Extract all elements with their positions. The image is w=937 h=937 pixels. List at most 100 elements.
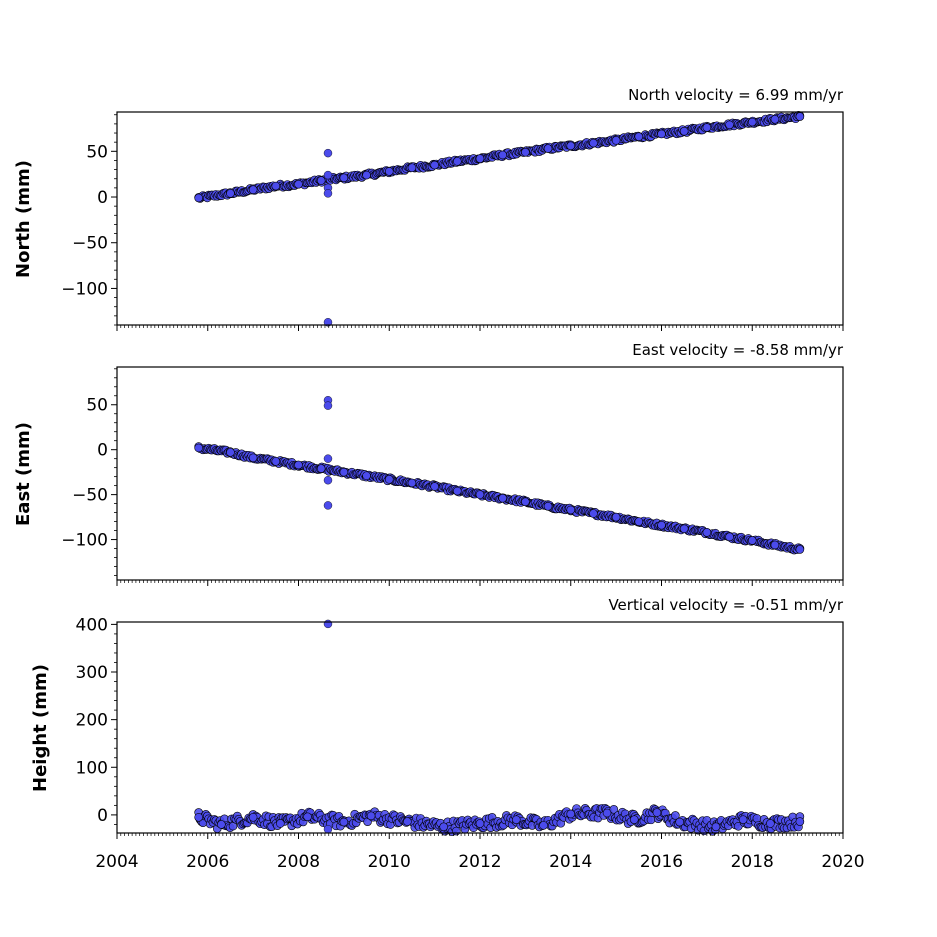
north-panel-title: North velocity = 6.99 mm/yr	[628, 86, 844, 104]
data-point	[362, 471, 371, 481]
outlier-point	[323, 189, 333, 198]
y-tick-label: 300	[76, 663, 108, 683]
data-point	[657, 129, 666, 139]
data-point	[226, 448, 235, 457]
data-point	[589, 509, 598, 518]
east-panel: East velocity = -8.58 mm/yr East (mm) 50…	[13, 341, 844, 586]
y-tick-label: 0	[97, 441, 108, 461]
data-point	[217, 820, 226, 829]
data-point	[566, 505, 576, 515]
data-point	[795, 817, 805, 826]
y-tick-label: 0	[97, 806, 108, 826]
x-tick-label: 2018	[731, 852, 774, 872]
data-point	[747, 536, 757, 545]
data-point	[725, 532, 734, 542]
data-point	[795, 545, 805, 554]
x-tick-label: 2014	[549, 852, 592, 872]
x-tick-label: 2006	[186, 852, 229, 872]
data-point	[566, 141, 576, 151]
y-tick-label: 0	[97, 188, 108, 208]
data-point	[384, 167, 394, 176]
data-point	[675, 817, 684, 827]
data-point	[671, 811, 680, 820]
data-point	[453, 157, 462, 166]
east-plot-area: 50 0 −50 −100	[61, 366, 844, 586]
data-point	[339, 467, 349, 477]
data-point	[521, 147, 530, 157]
data-point	[430, 160, 439, 170]
data-point	[634, 517, 644, 526]
data-point	[702, 528, 712, 537]
data-point	[738, 815, 748, 824]
data-point	[770, 115, 780, 124]
data-point	[634, 132, 644, 141]
outlier-point	[323, 501, 333, 510]
data-point	[316, 176, 326, 185]
outlier-point	[323, 476, 333, 485]
data-point	[652, 808, 662, 817]
outlier-point	[323, 318, 333, 327]
data-point	[566, 809, 576, 819]
data-point	[539, 821, 548, 830]
x-tick-label: 2008	[277, 852, 320, 872]
data-point	[316, 464, 326, 473]
data-point	[611, 512, 621, 522]
y-tick-label: −50	[72, 486, 108, 506]
height-plot-area: 400 300 200 100 0 2004 2006 2008 2010 2012 2014 201…	[76, 615, 865, 872]
data-point	[543, 501, 553, 511]
height-panel: Vertical velocity = -0.51 mm/yr Height (…	[30, 596, 865, 872]
y-tick-label: 50	[86, 396, 108, 416]
data-point	[711, 822, 721, 832]
data-point	[194, 812, 203, 822]
data-point	[194, 193, 203, 203]
data-point	[439, 822, 449, 832]
data-point	[752, 814, 762, 823]
data-point	[611, 136, 621, 145]
data-point	[303, 812, 312, 822]
data-point	[248, 812, 258, 822]
data-point	[679, 524, 689, 534]
data-point	[194, 443, 203, 453]
y-tick-label: 100	[76, 758, 108, 778]
data-point	[276, 819, 285, 828]
data-point	[543, 144, 553, 153]
data-point	[403, 817, 412, 826]
data-point	[384, 475, 394, 484]
data-point	[589, 138, 598, 148]
data-point	[702, 123, 712, 132]
north-plot-area: 50 0 −50 −100	[61, 111, 844, 331]
x-tick-label: 2020	[821, 852, 864, 872]
data-point	[475, 819, 485, 828]
data-point	[453, 486, 462, 496]
data-point	[475, 154, 485, 163]
y-tick-label: −100	[61, 531, 108, 551]
data-point	[407, 478, 417, 488]
height-y-axis-label: Height (mm)	[30, 664, 51, 792]
x-tick-label: 2010	[368, 852, 411, 872]
data-point	[498, 493, 507, 503]
data-point	[602, 808, 612, 818]
data-point	[226, 189, 235, 198]
data-point	[795, 112, 805, 121]
y-tick-label: 50	[86, 142, 108, 162]
data-point	[498, 150, 507, 160]
y-tick-label: −100	[61, 279, 108, 299]
data-point	[271, 457, 281, 466]
data-point	[362, 170, 371, 180]
x-tick-label: 2004	[95, 852, 138, 872]
data-point	[770, 540, 780, 550]
data-point	[725, 120, 734, 130]
data-point	[657, 520, 666, 530]
data-point	[430, 482, 439, 491]
y-tick-label: −50	[72, 234, 108, 254]
data-point	[248, 453, 258, 463]
east-panel-title: East velocity = -8.58 mm/yr	[632, 341, 844, 359]
data-point	[366, 811, 376, 821]
data-point	[646, 815, 656, 825]
data-point	[294, 460, 303, 470]
data-point	[339, 173, 349, 183]
data-point	[766, 819, 775, 828]
height-panel-title: Vertical velocity = -0.51 mm/yr	[608, 596, 843, 614]
data-point	[629, 815, 639, 824]
